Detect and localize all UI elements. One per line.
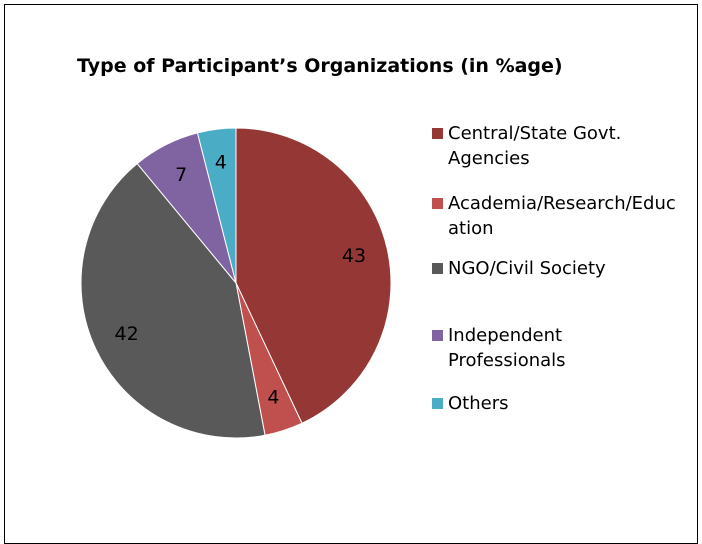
slice-label: 4 <box>215 152 227 174</box>
legend-label: Academia/Research/Education <box>448 193 676 239</box>
legend-item: Independent Professionals <box>432 323 682 373</box>
legend-label: Central/State Govt. Agencies <box>448 123 622 169</box>
legend-item: Academia/Research/Education <box>432 191 682 241</box>
slice-label: 43 <box>342 245 366 267</box>
legend-swatch <box>432 198 443 209</box>
pie-slice <box>196 127 237 284</box>
legend-item: Others <box>432 391 682 416</box>
legend-item: NGO/Civil Society <box>432 256 682 281</box>
legend-swatch <box>432 128 443 139</box>
slice-label: 7 <box>175 164 187 186</box>
legend-label: Others <box>448 393 509 414</box>
chart-title: Type of Participant’s Organizations (in … <box>77 55 563 77</box>
slice-label: 42 <box>115 323 139 345</box>
legend-item: Central/State Govt. Agencies <box>432 121 682 171</box>
pie-slice <box>80 162 266 439</box>
legend-label: Independent Professionals <box>448 325 566 371</box>
legend-swatch <box>432 263 443 274</box>
pie-slice <box>235 127 392 424</box>
legend-swatch <box>432 398 443 409</box>
legend-swatch <box>432 330 443 341</box>
slice-label: 4 <box>267 386 279 408</box>
legend-label: NGO/Civil Society <box>448 258 606 279</box>
